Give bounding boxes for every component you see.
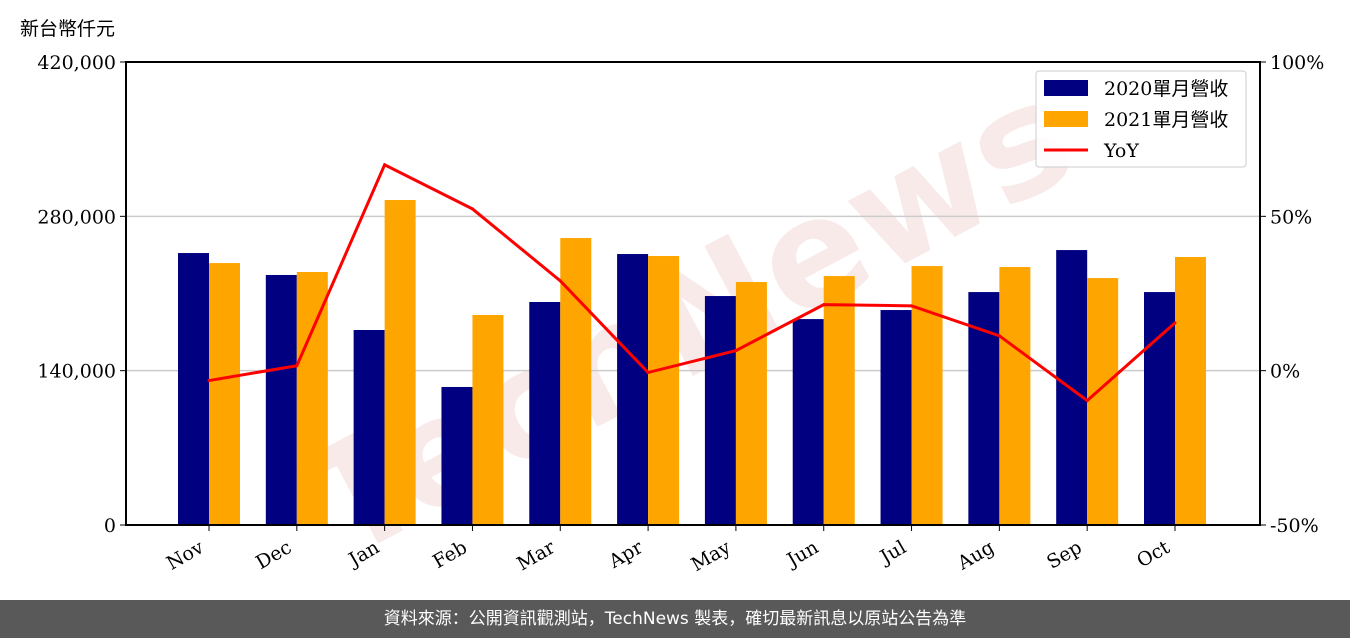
yoy-point-Aug: [997, 334, 1001, 338]
right-tick-label: 100%: [1270, 52, 1324, 74]
x-tick-label: Jul: [875, 536, 910, 569]
legend-box: [1035, 70, 1247, 168]
right-tick-label: -50%: [1270, 515, 1319, 537]
bar-2020-Oct: [1144, 292, 1175, 525]
x-tick-label: Nov: [163, 536, 208, 575]
bar-2021-Apr: [648, 256, 680, 525]
left-axis-unit-label: 新台幣仟元: [20, 18, 116, 40]
x-tick-label: Apr: [604, 536, 647, 573]
right-tick-label: 50%: [1270, 206, 1312, 228]
x-tick-label: Oct: [1133, 536, 1174, 572]
bar-2021-Jun: [823, 276, 855, 525]
bar-2020-Mar: [529, 301, 561, 525]
x-tick-label: Mar: [513, 536, 559, 575]
bar-2021-Feb: [472, 314, 504, 525]
bar-2020-Jul: [880, 310, 912, 525]
yoy-point-Jan: [383, 163, 387, 167]
yoy-point-Mar: [558, 279, 562, 283]
yoy-point-Feb: [470, 207, 474, 211]
yoy-line: [208, 162, 1176, 403]
bar-2020-Jan: [353, 329, 385, 525]
bar-2021-Sep: [1087, 278, 1119, 525]
bar-2020-May: [704, 296, 736, 525]
source-footer: 資料來源：公開資訊觀測站，TechNews 製表，確切最新訊息以原站公告為準: [0, 600, 1350, 638]
bar-2021-Jul: [911, 266, 943, 525]
bar-2021-Mar: [560, 238, 592, 525]
bar-2021-Nov: [209, 263, 240, 525]
x-tick-label: Aug: [953, 536, 998, 575]
bar-2021-Jan: [384, 200, 416, 525]
legend-swatch-0: [1044, 80, 1088, 96]
left-tick-label: 280,000: [37, 206, 116, 228]
revenue-chart: TechNews0140,000280,000420,000-50%0%50%1…: [37, 47, 1324, 593]
bar-2021-Oct: [1175, 257, 1206, 525]
yoy-point-Dec: [295, 364, 299, 368]
bar-2021-Aug: [999, 267, 1031, 525]
plot-frame: [125, 61, 1261, 526]
yoy-point-Nov: [207, 379, 211, 383]
left-tick-label: 140,000: [37, 361, 116, 383]
x-tick-label: Sep: [1043, 536, 1086, 573]
bar-2021-Dec: [296, 272, 328, 525]
legend-label-2: YoY: [1103, 140, 1139, 162]
yoy-point-May: [734, 349, 738, 353]
yoy-point-Apr: [646, 371, 650, 375]
x-tick-label: May: [687, 536, 734, 576]
yoy-point-Jun: [822, 303, 826, 307]
yoy-point-Jul: [910, 304, 914, 308]
bar-2020-Nov: [178, 253, 209, 526]
x-tick-label: Dec: [252, 536, 295, 574]
bar-2020-Jun: [792, 319, 824, 525]
bar-2020-Feb: [441, 386, 473, 525]
left-tick-label: 420,000: [37, 52, 116, 74]
legend-label-1: 2021單月營收: [1104, 109, 1228, 131]
left-tick-label: 0: [104, 515, 116, 537]
yoy-point-Sep: [1085, 399, 1089, 403]
bar-2020-Apr: [617, 254, 649, 525]
legend-label-0: 2020單月營收: [1104, 78, 1228, 100]
bar-2020-Dec: [265, 274, 297, 525]
right-tick-label: 0%: [1270, 361, 1300, 383]
yoy-point-Oct: [1173, 321, 1177, 325]
bar-2021-May: [735, 282, 767, 525]
legend-swatch-1: [1044, 111, 1088, 127]
x-tick-label: Jun: [782, 536, 823, 572]
